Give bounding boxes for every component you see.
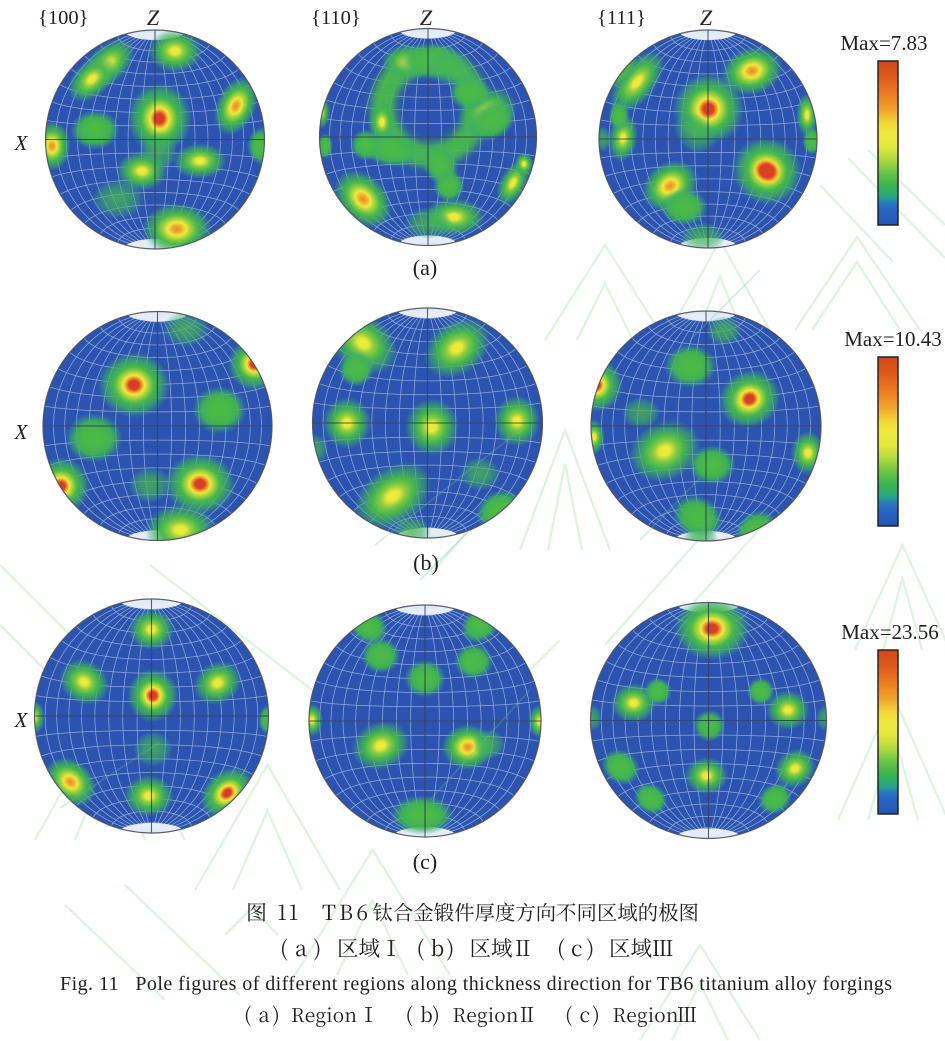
svg-text:(b): (b) — [413, 550, 439, 575]
svg-text:X: X — [14, 708, 29, 732]
svg-text:Z: Z — [700, 5, 713, 30]
svg-text:(a): (a) — [413, 255, 437, 280]
svg-text:{111}: {111} — [597, 7, 646, 29]
svg-text:Max=10.43: Max=10.43 — [844, 327, 942, 351]
svg-text:{100}: {100} — [38, 7, 88, 29]
svg-text:Max=23.56: Max=23.56 — [841, 620, 939, 644]
svg-text:Max=7.83: Max=7.83 — [840, 31, 927, 55]
svg-text:Z: Z — [420, 5, 433, 30]
svg-text:Fig. 11 Pole figures of diff: Fig. 11 Pole figures of different region… — [60, 973, 892, 995]
svg-text:(c): (c) — [413, 849, 437, 874]
svg-text:X: X — [14, 131, 29, 155]
svg-text:Z: Z — [147, 5, 160, 30]
svg-text:X: X — [14, 420, 29, 444]
svg-text:{110}: {110} — [311, 7, 361, 29]
